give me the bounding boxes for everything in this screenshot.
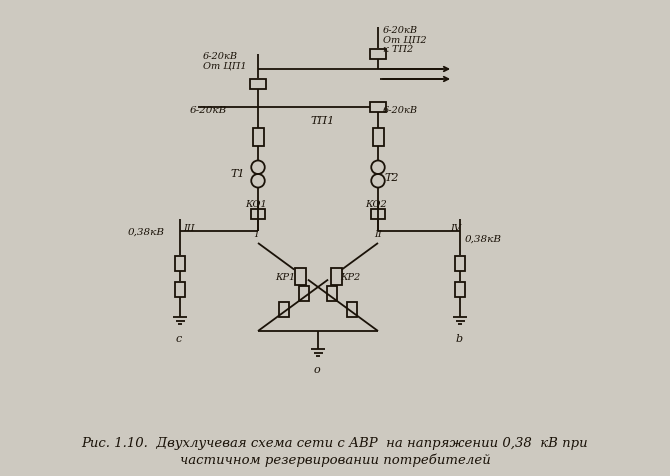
Text: b: b	[456, 333, 463, 343]
Text: 0,38кВ: 0,38кВ	[465, 235, 502, 244]
Text: частичном резервировании потребителей: частичном резервировании потребителей	[180, 453, 490, 466]
Bar	[250, 80, 266, 90]
Text: КР2: КР2	[340, 272, 360, 281]
Text: IV: IV	[450, 224, 461, 232]
Text: о: о	[314, 364, 321, 374]
Bar	[371, 209, 385, 219]
Bar	[370, 103, 386, 113]
Text: 6-20кВ: 6-20кВ	[383, 106, 418, 115]
Bar	[373, 129, 383, 147]
Bar	[175, 256, 185, 271]
Text: Т1: Т1	[230, 169, 245, 178]
Text: 0,38кВ: 0,38кВ	[128, 228, 165, 237]
Bar	[330, 268, 342, 285]
Bar	[253, 129, 263, 147]
Bar	[328, 286, 338, 301]
Text: I: I	[254, 229, 258, 238]
Text: КО2: КО2	[365, 199, 387, 208]
Bar	[279, 302, 289, 317]
Text: Т2: Т2	[384, 173, 399, 183]
Text: ТП1: ТП1	[310, 116, 334, 126]
Text: с: с	[176, 333, 182, 343]
Text: КР1: КР1	[275, 272, 295, 281]
Text: 6-20кВ: 6-20кВ	[203, 52, 238, 61]
Text: КО1: КО1	[245, 199, 267, 208]
Text: 6-20кВ: 6-20кВ	[190, 106, 227, 115]
Bar	[175, 282, 185, 297]
Bar	[251, 209, 265, 219]
Bar	[455, 282, 465, 297]
Text: к ТП2: к ТП2	[383, 45, 413, 54]
Bar	[455, 256, 465, 271]
Bar	[370, 50, 386, 60]
Bar	[299, 286, 309, 301]
Text: II: II	[374, 229, 382, 238]
Text: III: III	[183, 224, 194, 232]
Text: От ЦП1: От ЦП1	[203, 61, 247, 70]
Bar	[295, 268, 306, 285]
Bar	[346, 302, 356, 317]
Text: От ЦП2: От ЦП2	[383, 36, 427, 45]
Text: Рис. 1.10.  Двухлучевая схема сети с АВР  на напряжении 0,38  кВ при: Рис. 1.10. Двухлучевая схема сети с АВР …	[82, 436, 588, 449]
Text: 6-20кВ: 6-20кВ	[383, 26, 418, 35]
